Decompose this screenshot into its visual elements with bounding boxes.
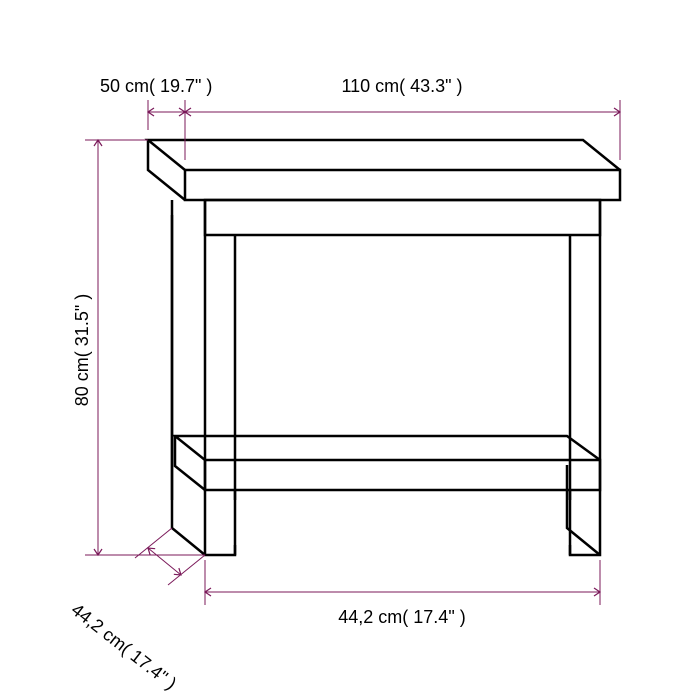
label-depth: 50 cm( 19.7" ): [100, 76, 212, 96]
dimension-lines: [85, 100, 620, 605]
label-shelf-width: 44,2 cm( 17.4" ): [338, 607, 465, 627]
label-height: 80 cm( 31.5" ): [72, 294, 92, 406]
label-shelf-depth: 44,2 cm( 17.4" ): [68, 599, 181, 693]
product-outline: [148, 140, 620, 555]
dimension-diagram: 50 cm( 19.7" ) 110 cm( 43.3" ) 80 cm( 31…: [0, 0, 700, 700]
dimension-labels: 50 cm( 19.7" ) 110 cm( 43.3" ) 80 cm( 31…: [68, 76, 466, 694]
label-width: 110 cm( 43.3" ): [341, 76, 462, 96]
